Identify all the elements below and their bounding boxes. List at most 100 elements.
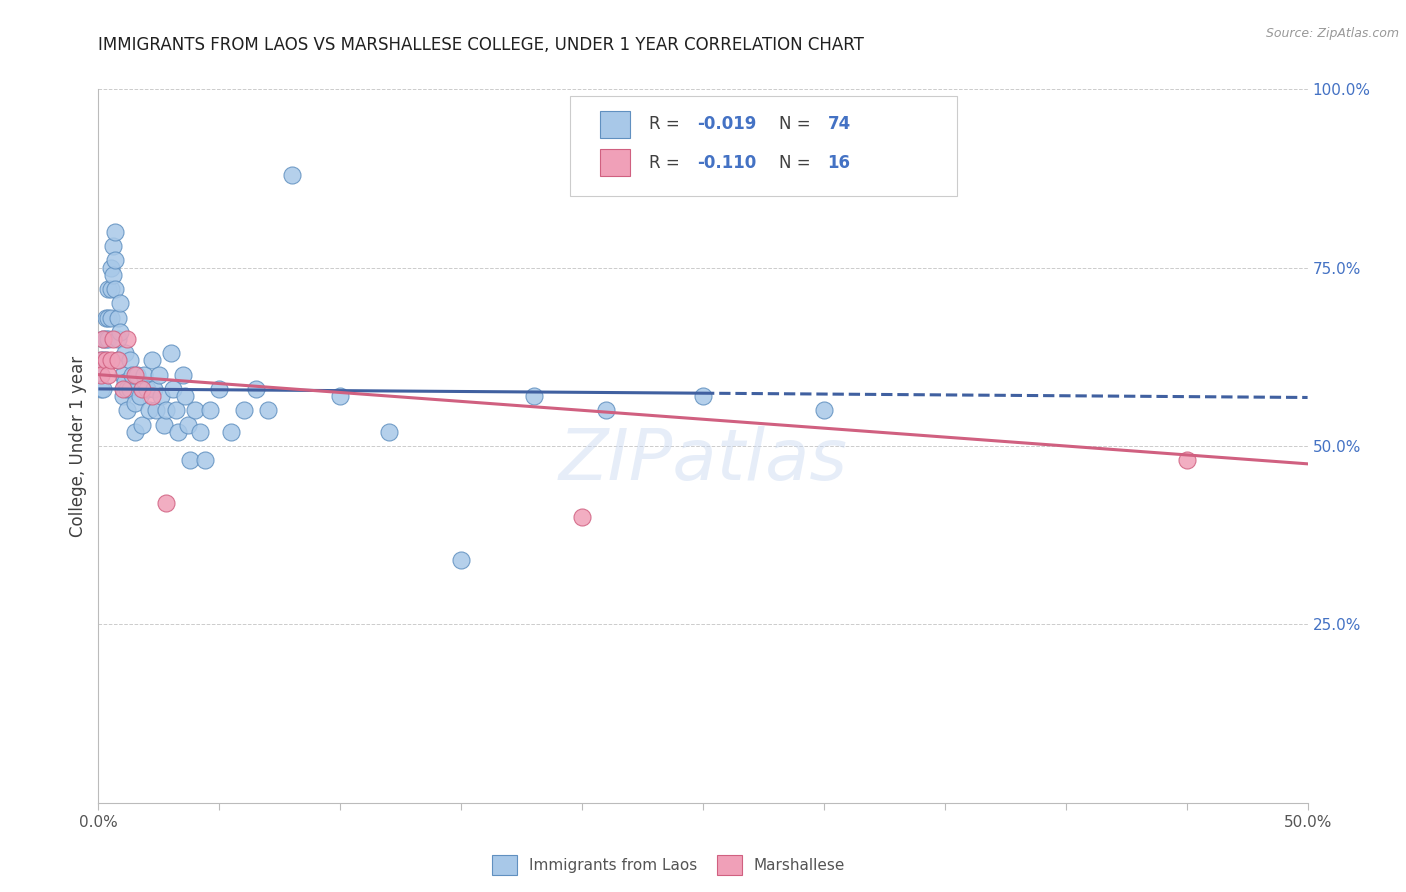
Point	[114, 346, 136, 360]
Text: -0.019: -0.019	[697, 115, 756, 133]
Point	[145, 403, 167, 417]
Point	[155, 403, 177, 417]
Text: Source: ZipAtlas.com: Source: ZipAtlas.com	[1265, 27, 1399, 40]
Point	[101, 332, 124, 346]
Text: IMMIGRANTS FROM LAOS VS MARSHALLESE COLLEGE, UNDER 1 YEAR CORRELATION CHART: IMMIGRANTS FROM LAOS VS MARSHALLESE COLL…	[98, 36, 865, 54]
Point	[135, 382, 157, 396]
Point	[813, 403, 835, 417]
Point	[160, 346, 183, 360]
Point	[245, 382, 267, 396]
Point	[91, 332, 114, 346]
Point	[329, 389, 352, 403]
Point	[121, 368, 143, 382]
Point	[101, 268, 124, 282]
Point	[162, 382, 184, 396]
Point	[91, 332, 114, 346]
Point	[108, 296, 131, 310]
Point	[104, 282, 127, 296]
Point	[104, 225, 127, 239]
Text: 16: 16	[828, 153, 851, 171]
Point	[90, 368, 112, 382]
Point	[107, 332, 129, 346]
Point	[94, 310, 117, 325]
Point	[150, 389, 173, 403]
Text: R =: R =	[648, 115, 685, 133]
FancyBboxPatch shape	[600, 149, 630, 177]
Point	[256, 403, 278, 417]
Point	[523, 389, 546, 403]
Point	[165, 403, 187, 417]
Point	[177, 417, 200, 432]
Point	[377, 425, 399, 439]
Point	[111, 389, 134, 403]
Y-axis label: College, Under 1 year: College, Under 1 year	[69, 355, 87, 537]
Point	[143, 382, 166, 396]
Point	[97, 332, 120, 346]
Point	[595, 403, 617, 417]
Point	[108, 325, 131, 339]
Point	[194, 453, 217, 467]
Point	[90, 368, 112, 382]
Text: N =: N =	[779, 115, 815, 133]
Point	[179, 453, 201, 467]
Point	[232, 403, 254, 417]
Point	[114, 375, 136, 389]
Point	[124, 368, 146, 382]
Point	[155, 496, 177, 510]
Point	[128, 389, 150, 403]
FancyBboxPatch shape	[600, 111, 630, 137]
Point	[131, 417, 153, 432]
Point	[111, 368, 134, 382]
Point	[107, 310, 129, 325]
Point	[91, 382, 114, 396]
Point	[118, 353, 141, 368]
Point	[117, 382, 139, 396]
Point	[90, 382, 112, 396]
Point	[100, 260, 122, 275]
Point	[107, 353, 129, 368]
Point	[107, 353, 129, 368]
Point	[90, 353, 112, 368]
Point	[141, 353, 163, 368]
FancyBboxPatch shape	[569, 96, 957, 196]
Text: R =: R =	[648, 153, 685, 171]
Point	[174, 389, 197, 403]
Text: -0.110: -0.110	[697, 153, 756, 171]
Point	[101, 239, 124, 253]
Point	[104, 253, 127, 268]
Point	[221, 425, 243, 439]
Point	[117, 403, 139, 417]
Point	[188, 425, 211, 439]
Text: N =: N =	[779, 153, 815, 171]
Point	[94, 353, 117, 368]
Point	[138, 403, 160, 417]
Point	[1175, 453, 1198, 467]
Point	[94, 332, 117, 346]
Point	[172, 368, 194, 382]
Point	[131, 382, 153, 396]
Point	[208, 382, 231, 396]
Point	[167, 425, 190, 439]
Point	[141, 389, 163, 403]
Point	[124, 396, 146, 410]
Text: 74: 74	[828, 115, 851, 133]
Point	[117, 332, 139, 346]
Point	[91, 353, 114, 368]
Text: Marshallese: Marshallese	[754, 858, 845, 872]
Point	[281, 168, 304, 182]
Point	[450, 553, 472, 567]
Point	[97, 282, 120, 296]
Point	[134, 368, 156, 382]
Point	[100, 353, 122, 368]
Point	[100, 310, 122, 325]
Text: Immigrants from Laos: Immigrants from Laos	[529, 858, 697, 872]
Point	[90, 353, 112, 368]
Point	[124, 425, 146, 439]
Point	[571, 510, 593, 524]
Point	[148, 368, 170, 382]
Point	[97, 368, 120, 382]
Point	[692, 389, 714, 403]
Point	[152, 417, 174, 432]
Point	[127, 368, 149, 382]
Point	[94, 353, 117, 368]
